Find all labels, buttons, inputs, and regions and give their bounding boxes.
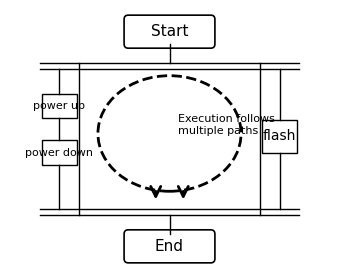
FancyBboxPatch shape (124, 15, 215, 48)
Text: power up: power up (34, 101, 85, 111)
Text: flash: flash (263, 129, 296, 143)
Text: Start: Start (151, 24, 188, 39)
FancyBboxPatch shape (262, 120, 298, 153)
Text: End: End (155, 239, 184, 254)
FancyBboxPatch shape (41, 94, 77, 118)
FancyBboxPatch shape (124, 230, 215, 263)
Text: power down: power down (25, 148, 94, 158)
FancyBboxPatch shape (41, 140, 77, 165)
Text: Execution follows
multiple paths: Execution follows multiple paths (178, 115, 275, 136)
